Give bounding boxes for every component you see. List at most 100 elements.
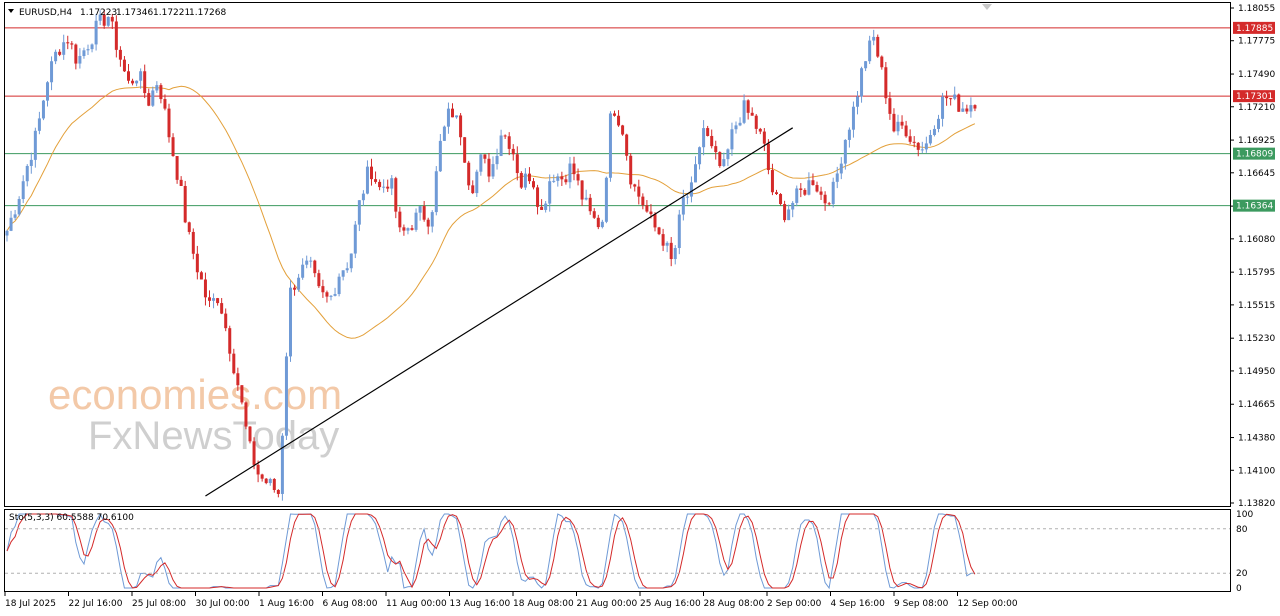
candle-body xyxy=(698,147,702,165)
chart-shift-icon[interactable] xyxy=(982,4,992,10)
candle-body xyxy=(787,209,791,221)
candle-body xyxy=(718,152,722,167)
candle-body xyxy=(746,100,750,113)
candle-body xyxy=(924,143,928,150)
candle-body xyxy=(475,171,479,194)
candle-body xyxy=(21,181,25,200)
y-tick-label: 1.16925 xyxy=(1238,136,1275,146)
candle-body xyxy=(949,98,953,100)
candle-body xyxy=(110,16,114,22)
ohlc-open: 1.17223 xyxy=(80,8,117,18)
candle-body xyxy=(770,170,774,193)
candle-body xyxy=(499,135,503,156)
candle-body xyxy=(256,464,260,475)
candle-body xyxy=(916,142,920,150)
x-tick-label: 11 Aug 00:00 xyxy=(386,599,447,609)
candle-body xyxy=(681,197,685,215)
y-tick-label: 1.15515 xyxy=(1238,301,1275,311)
candle-body xyxy=(46,82,49,101)
candle-body xyxy=(82,50,86,57)
candle-body xyxy=(487,158,491,177)
candle-body xyxy=(361,193,365,201)
candle-body xyxy=(633,184,637,187)
candle-body xyxy=(629,155,633,185)
candle-body xyxy=(661,234,665,246)
candle-body xyxy=(625,134,629,156)
candle-body xyxy=(613,113,616,116)
price-badges: 1.17885 1.17301 1.16809 1.16364 xyxy=(1233,21,1275,212)
candle-body xyxy=(775,192,778,195)
watermark-fxnewstoday: FxNewsToday xyxy=(88,414,339,458)
candle-body xyxy=(402,227,406,231)
candle-body xyxy=(29,159,33,166)
candle-body xyxy=(321,286,325,293)
stoch-signal-line[interactable] xyxy=(6,513,976,589)
candle-body xyxy=(390,178,394,189)
stoch-tick-label: 0 xyxy=(1236,584,1242,594)
candle-body xyxy=(264,478,268,484)
candle-body xyxy=(175,156,179,180)
candle-body xyxy=(479,154,483,172)
candle-body xyxy=(459,115,463,138)
x-tick-label: 28 Aug 08:00 xyxy=(704,599,765,609)
candle-body xyxy=(370,166,373,180)
candle-body xyxy=(25,165,29,182)
candle-body xyxy=(653,214,657,228)
x-tick-label: 25 Aug 16:00 xyxy=(640,599,701,609)
stoch-tick-label: 20 xyxy=(1236,569,1248,579)
candle-body xyxy=(900,121,904,126)
candle-body xyxy=(669,242,673,260)
candle-body xyxy=(410,228,414,230)
candle-body xyxy=(345,268,349,271)
ohlc-high: 1.17346 xyxy=(116,8,153,18)
candle-body xyxy=(228,328,232,354)
candle-body xyxy=(596,217,600,228)
candle-body xyxy=(544,203,548,210)
candle-body xyxy=(54,51,58,62)
candle-body xyxy=(33,130,37,160)
x-tick-label: 25 Jul 08:00 xyxy=(132,599,186,609)
candle-body xyxy=(293,287,297,290)
candle-body xyxy=(807,180,811,195)
candle-body xyxy=(90,44,94,50)
x-tick-label: 1 Aug 16:00 xyxy=(259,599,314,609)
candle-body xyxy=(276,489,280,494)
candle-body xyxy=(851,106,855,130)
candle-body xyxy=(839,163,843,174)
candle-body xyxy=(325,292,329,297)
candle-body xyxy=(394,178,398,212)
candle-body xyxy=(78,56,82,64)
candle-body xyxy=(495,155,499,165)
candle-body xyxy=(604,177,608,222)
y-tick-label: 1.13820 xyxy=(1238,499,1275,509)
candle-body xyxy=(831,181,835,205)
watermark-economies: economies.com xyxy=(48,371,342,418)
stoch-main-line[interactable] xyxy=(6,512,975,590)
candle-body xyxy=(742,100,746,123)
candle-body xyxy=(244,402,248,427)
candle-body xyxy=(74,44,78,64)
candle-body xyxy=(722,159,726,167)
candle-body xyxy=(637,186,641,197)
candle-body xyxy=(98,14,102,21)
candle-body xyxy=(904,125,908,137)
candle-body xyxy=(779,194,783,205)
candle-body xyxy=(127,71,130,81)
candle-body xyxy=(195,253,199,273)
x-tick-label: 18 Jul 2025 xyxy=(5,599,56,609)
candle-body xyxy=(617,115,621,126)
candle-body xyxy=(928,135,932,144)
triangle-down-icon[interactable] xyxy=(8,9,14,13)
candle-body xyxy=(37,118,41,131)
candle-body xyxy=(382,186,386,188)
x-tick-label: 30 Jul 00:00 xyxy=(196,599,250,609)
ma-line[interactable] xyxy=(6,85,976,339)
candle-body xyxy=(483,154,487,159)
ascending-trendline[interactable] xyxy=(205,127,794,497)
candle-body xyxy=(803,189,807,195)
candle-body xyxy=(811,180,815,186)
x-tick-label: 21 Aug 00:00 xyxy=(577,599,638,609)
candle-body xyxy=(645,205,649,212)
candle-body xyxy=(973,105,977,109)
